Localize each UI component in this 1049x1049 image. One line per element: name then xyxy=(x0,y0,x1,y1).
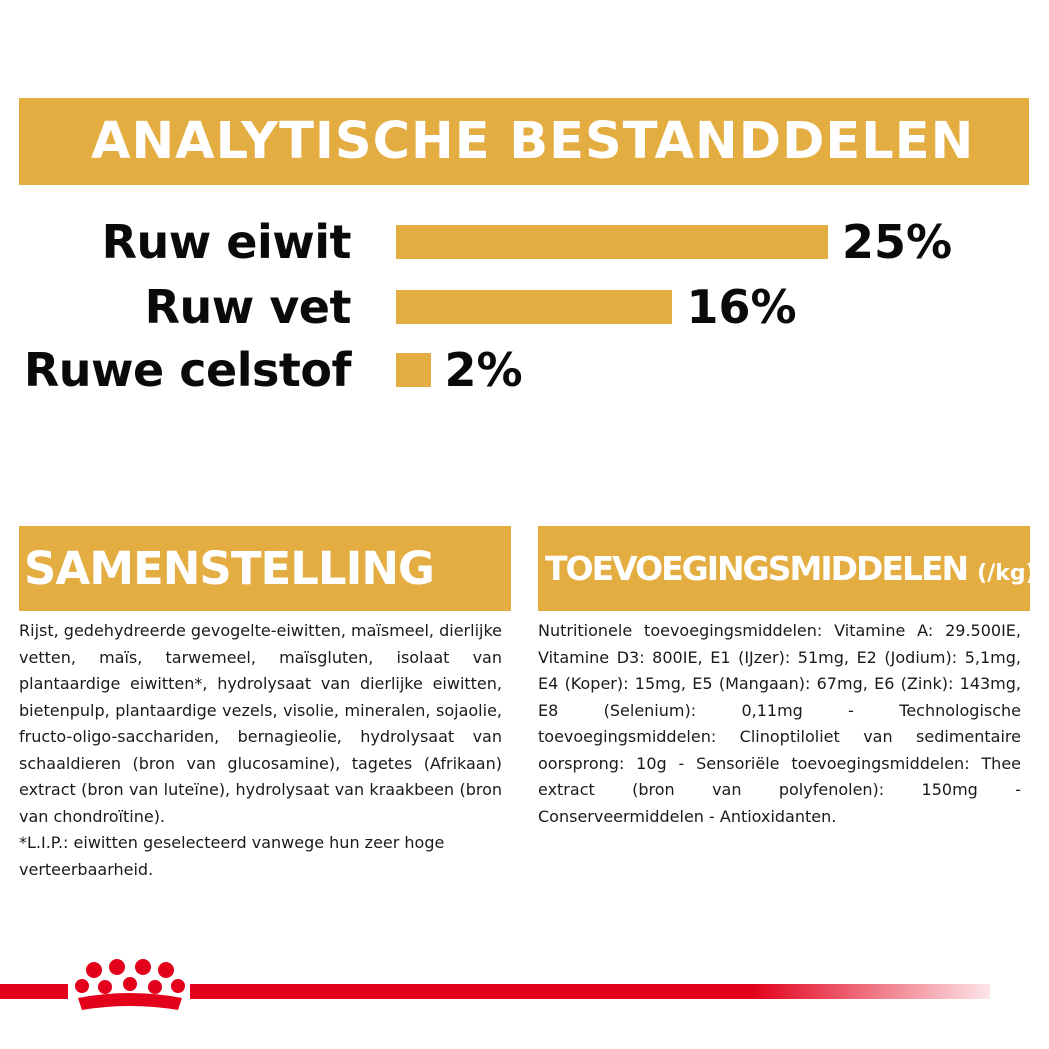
brand-line-right xyxy=(190,984,990,999)
samenstelling-text: Rijst, gedehydreerde gevogelte-eiwitten,… xyxy=(19,618,502,883)
bar-row: Ruwe celstof 2% xyxy=(0,340,1049,400)
bar-category-label: Ruwe celstof xyxy=(23,343,352,397)
analysis-title-banner: ANALYTISCHE BESTANDDELEN xyxy=(19,98,1029,185)
samenstelling-footnote: *L.I.P.: eiwitten geselecteerd vanwege h… xyxy=(19,833,445,879)
bar-value-label: 25% xyxy=(842,215,953,269)
brand-line-left xyxy=(0,984,68,999)
toevoegingsmiddelen-title: TOEVOEGINGSMIDDELEN xyxy=(545,549,969,588)
bar xyxy=(396,225,828,259)
toevoegingsmiddelen-text: Nutritionele toevoegingsmiddelen: Vitami… xyxy=(538,618,1021,830)
toevoegingsmiddelen-unit: (/kg) xyxy=(977,561,1030,586)
bar xyxy=(396,290,673,324)
bar-row: Ruw vet 16% xyxy=(0,277,1049,337)
bar-value-label: 2% xyxy=(444,343,523,397)
bar-category-label: Ruw eiwit xyxy=(101,215,352,269)
toevoegingsmiddelen-banner: TOEVOEGINGSMIDDELEN (/kg) xyxy=(538,526,1030,611)
bar-value-label: 16% xyxy=(686,280,797,334)
bar-row: Ruw eiwit 25% xyxy=(0,212,1049,272)
bar xyxy=(396,353,431,387)
toevoegingsmiddelen-paragraph: Nutritionele toevoegingsmiddelen: Vitami… xyxy=(538,621,1021,826)
bar-category-label: Ruw vet xyxy=(144,280,352,334)
samenstelling-paragraph: Rijst, gedehydreerde gevogelte-eiwitten,… xyxy=(19,621,502,826)
analysis-title: ANALYTISCHE BESTANDDELEN xyxy=(91,112,975,171)
royal-canin-crown-icon xyxy=(75,959,185,1010)
samenstelling-title: SAMENSTELLING xyxy=(24,542,435,595)
samenstelling-banner: SAMENSTELLING xyxy=(19,526,511,611)
